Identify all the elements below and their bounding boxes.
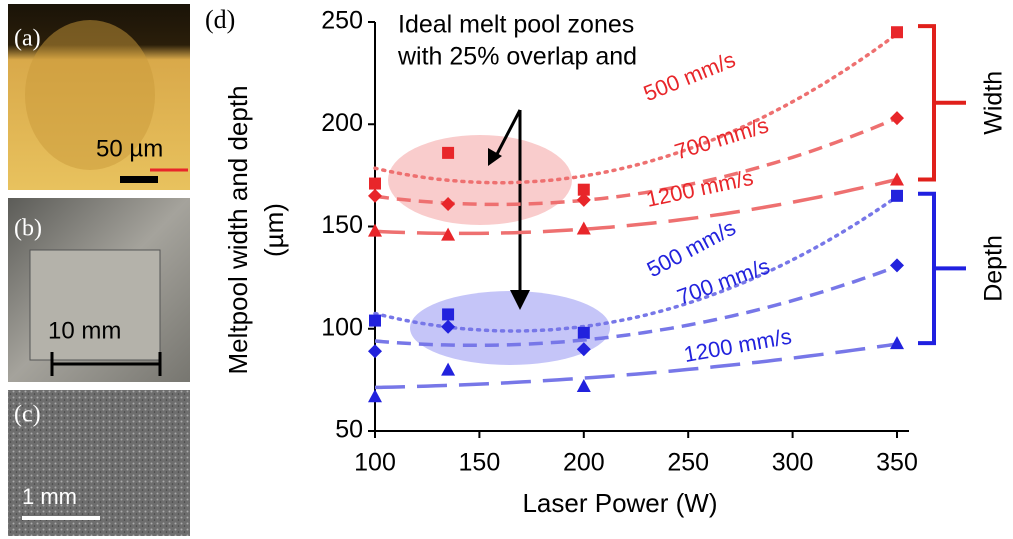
marker — [890, 258, 904, 273]
x-tick-label: 150 — [459, 449, 501, 477]
scale-label: 10 mm — [48, 317, 121, 344]
marker — [576, 221, 591, 235]
marker — [441, 362, 456, 376]
marker — [441, 319, 456, 334]
marker — [442, 146, 455, 159]
bracket — [918, 24, 966, 182]
x-tick-label: 250 — [667, 449, 709, 477]
cube — [29, 249, 161, 361]
marker — [368, 389, 382, 403]
marker — [441, 197, 456, 212]
x-tick-label: 350 — [876, 449, 918, 477]
trend-line — [374, 177, 898, 236]
x-tick-label: 100 — [354, 449, 396, 477]
y-tick-label: 100 — [321, 313, 363, 341]
zone — [388, 135, 572, 225]
y-tick-label: 50 — [335, 416, 363, 444]
panel-label: (d) — [205, 5, 235, 34]
trend-line — [374, 116, 898, 207]
scale-label: 50 µm — [96, 135, 163, 162]
marker — [890, 111, 904, 126]
x-axis-label: Laser Power (W) — [522, 488, 717, 518]
x-tick-label: 300 — [772, 449, 814, 477]
x-tick-label: 200 — [563, 449, 605, 477]
melt-pool — [25, 20, 155, 170]
marker — [441, 227, 456, 241]
scale-label: 1 mm — [22, 484, 77, 509]
arrowhead — [488, 148, 502, 166]
marker — [577, 183, 590, 196]
panel-label: (b) — [14, 216, 42, 242]
marker — [891, 26, 903, 39]
marker — [890, 172, 904, 186]
marker — [369, 177, 381, 190]
marker — [442, 308, 455, 321]
photo-c — [8, 390, 190, 536]
marker — [368, 188, 382, 203]
chart: (d) Ideal melt pool zones with 25% overl… — [205, 5, 1008, 518]
annotation: Ideal melt pool zones — [398, 11, 634, 39]
trend-line — [374, 342, 898, 390]
arrowhead — [510, 290, 530, 310]
bracket-label: Width — [980, 71, 1008, 135]
y-axis-label: (µm) — [259, 203, 289, 257]
scale-bar — [120, 176, 158, 183]
bracket-label: Depth — [980, 235, 1008, 302]
bracket — [918, 191, 966, 346]
marker — [369, 314, 381, 327]
panel-label: (a) — [14, 26, 41, 52]
y-axis-label: Meltpool width and depth — [223, 85, 253, 374]
marker — [576, 342, 591, 357]
series-label: 1200 mm/s — [644, 165, 756, 212]
series-label: 500 mm/s — [640, 47, 739, 106]
marker — [576, 379, 591, 393]
series-label: 700 mm/s — [672, 112, 772, 164]
arrow — [493, 109, 522, 159]
annotation: with 25% overlap and — [397, 43, 637, 71]
y-tick-label: 150 — [321, 211, 363, 239]
panel-label: (c) — [14, 402, 41, 428]
trend-line — [373, 32, 899, 185]
marker — [890, 336, 904, 350]
marker — [891, 189, 903, 202]
marker — [368, 344, 382, 359]
marker — [577, 326, 590, 339]
marker — [576, 192, 591, 207]
marker — [368, 223, 382, 237]
trend-line — [373, 194, 899, 333]
zone — [410, 291, 610, 365]
y-tick-label: 200 — [321, 109, 363, 137]
y-tick-label: 250 — [321, 7, 363, 35]
